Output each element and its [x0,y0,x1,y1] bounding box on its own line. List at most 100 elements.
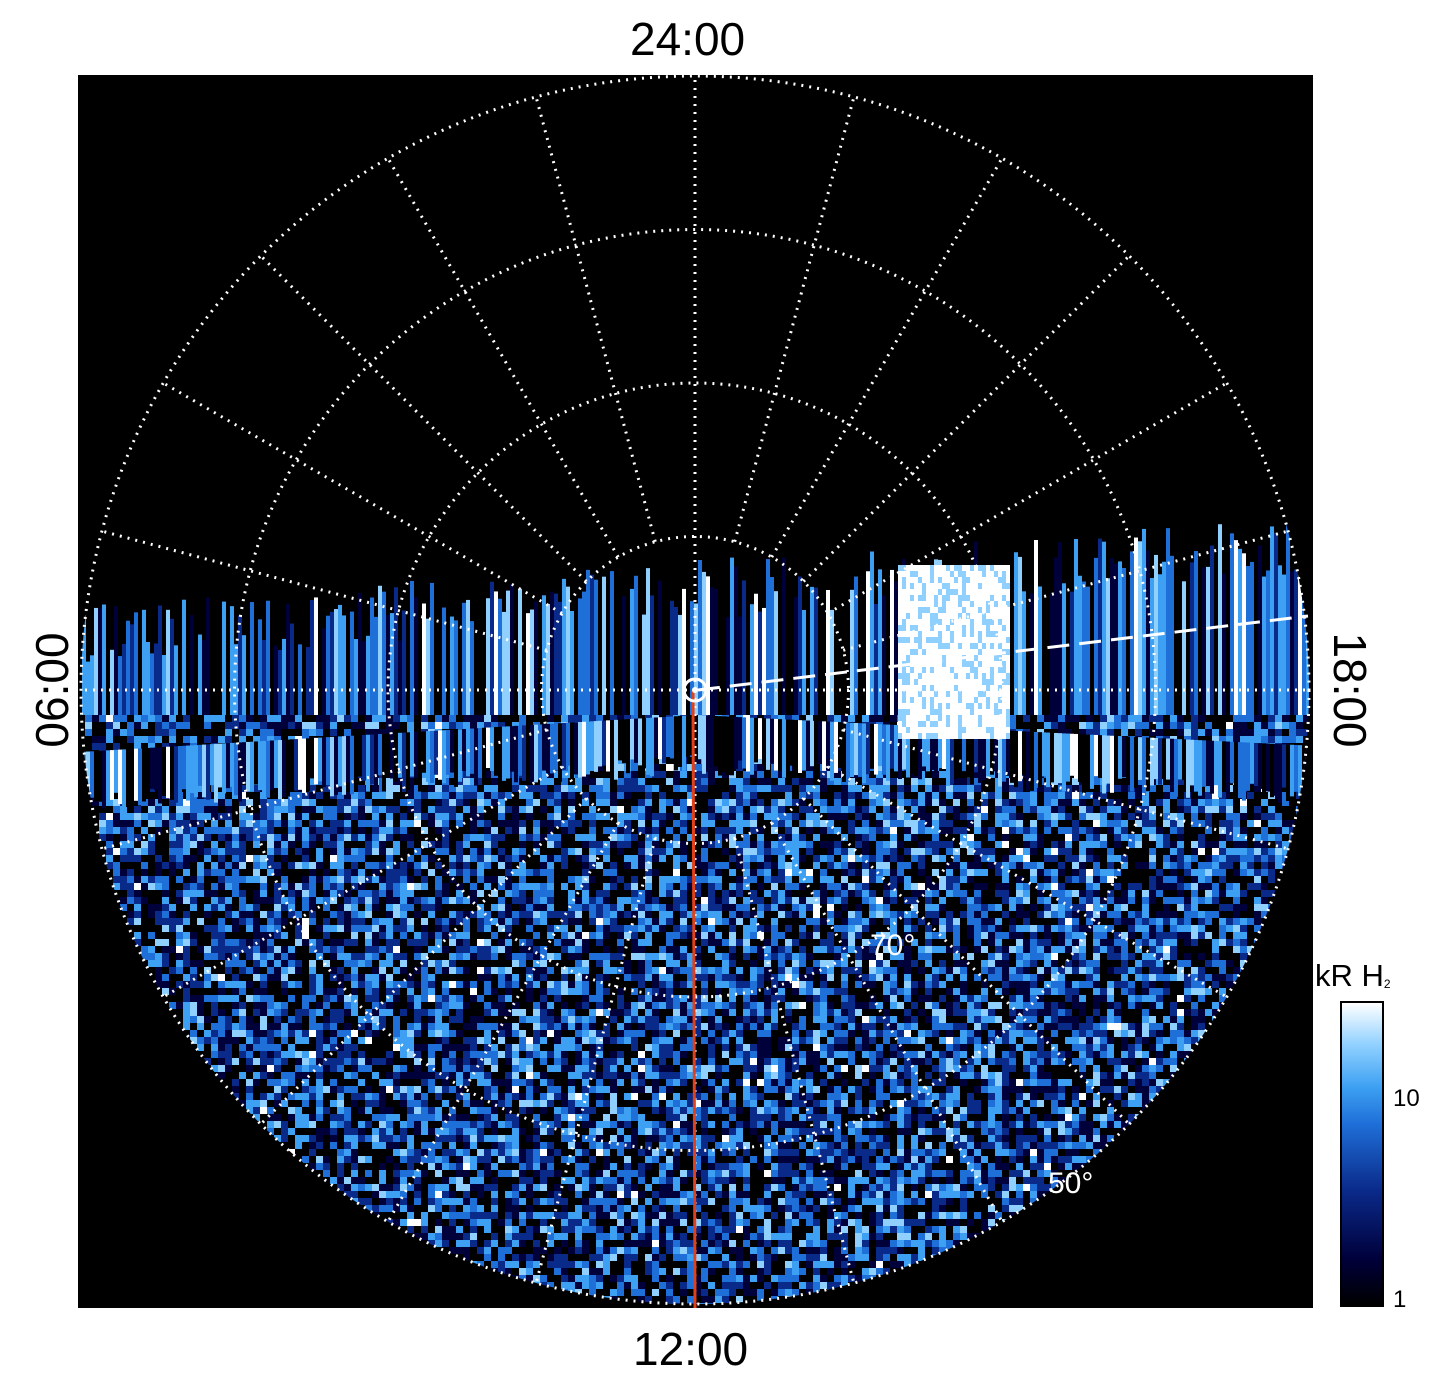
emission-cell [946,946,953,953]
emission-cell [715,862,722,869]
emission-cell [946,869,953,876]
emission-cell [386,995,393,1002]
emission-cell [190,1009,197,1016]
emission-cell [267,715,274,722]
emission-cell [953,876,960,883]
emission-cell [337,876,344,883]
emission-cell [911,799,918,806]
emission-cell [463,932,470,939]
emission-cell [351,995,358,1002]
emission-cell [848,715,855,722]
emission-cell [673,834,680,841]
emission-cell [904,820,911,827]
emission-cell [547,1002,554,1009]
emission-cell [813,995,820,1002]
emission-cell [274,722,281,729]
emission-cell [197,820,204,827]
emission-cell [456,890,463,897]
emission-cell [932,918,939,925]
emission-cell [533,918,540,925]
emission-cell [603,778,610,785]
emission-cell [820,876,827,883]
emission-cell [183,1009,190,1016]
emission-cell [1093,988,1100,995]
emission-cell [1233,715,1240,722]
emission-cell [1177,862,1184,869]
emission-cell [673,785,680,792]
emission-cell [316,715,323,722]
emission-cell [421,715,428,722]
emission-cell [1177,855,1184,862]
emission-cell [1177,848,1184,855]
emission-cell [1149,883,1156,890]
emission-cell [204,799,211,806]
emission-cell [1226,981,1233,988]
emission-cell [645,813,652,820]
emission-cell [1016,813,1023,820]
emission-cell [442,960,449,967]
emission-cell [435,946,442,953]
emission-cell [211,827,218,834]
emission-cell [827,778,834,785]
emission-cell [568,953,575,960]
emission-cell [477,848,484,855]
emission-cell [386,890,393,897]
emission-cell [932,869,939,876]
emission-cell [372,820,379,827]
emission-cell [92,736,99,743]
emission-cell [1128,799,1135,806]
emission-cell [1177,974,1184,981]
emission-cell [176,820,183,827]
emission-cell [638,855,645,862]
emission-cell [708,799,715,806]
emission-cell [1079,792,1086,799]
emission-cell [701,904,708,911]
emission-cell [862,813,869,820]
emission-cell [407,722,414,729]
emission-cell [155,939,162,946]
emission-cell [1226,939,1233,946]
emission-cell [617,820,624,827]
emission-cell [1128,911,1135,918]
emission-cell [953,1002,960,1009]
emission-cell [995,925,1002,932]
emission-cell [351,1002,358,1009]
emission-cell [848,869,855,876]
emission-cell [1072,715,1079,722]
emission-cell [1282,820,1289,827]
emission-cell [225,834,232,841]
emission-cell [596,960,603,967]
emission-cell [386,981,393,988]
emission-cell [1177,967,1184,974]
emission-cell [1051,715,1058,722]
emission-cell [869,792,876,799]
emission-cell [1177,799,1184,806]
emission-cell [323,834,330,841]
emission-cell [820,897,827,904]
emission-cell [925,988,932,995]
emission-cell [1170,792,1177,799]
emission-cell [652,771,659,778]
emission-cell [225,848,232,855]
emission-cell [176,1002,183,1009]
emission-cell [1079,848,1086,855]
emission-cell [435,813,442,820]
emission-cell [190,876,197,883]
emission-cell [176,967,183,974]
emission-cell [372,890,379,897]
emission-cell [750,897,757,904]
emission-cell [372,974,379,981]
emission-cell [1170,953,1177,960]
emission-cell [1037,715,1044,722]
emission-cell [274,820,281,827]
emission-cell [155,974,162,981]
emission-cell [456,967,463,974]
emission-cell [841,918,848,925]
emission-cell [526,911,533,918]
emission-cell [918,883,925,890]
emission-cell [722,848,729,855]
emission-cell [659,848,666,855]
emission-cell [1268,813,1275,820]
emission-cell [477,722,484,729]
emission-cell [484,799,491,806]
